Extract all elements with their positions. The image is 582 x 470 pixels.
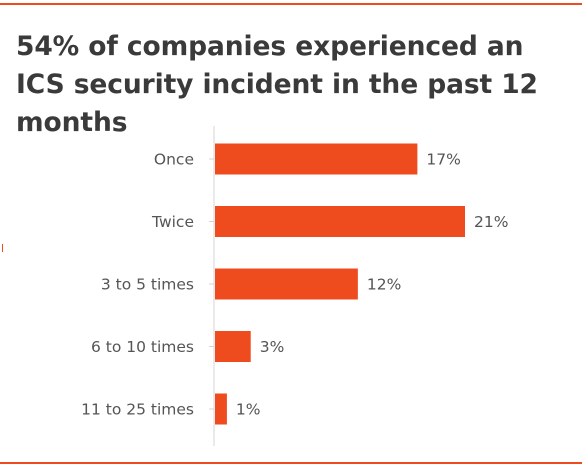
value-label: 1% xyxy=(236,401,261,419)
value-label: 3% xyxy=(260,338,285,356)
category-label: 3 to 5 times xyxy=(101,276,194,294)
bar xyxy=(215,393,227,425)
left-edge-mark xyxy=(2,244,3,252)
value-label: 12% xyxy=(367,276,401,294)
bar xyxy=(215,206,465,237)
value-label: 21% xyxy=(474,213,508,231)
value-label: 17% xyxy=(426,151,460,169)
bottom-divider xyxy=(0,462,582,464)
category-label: 11 to 25 times xyxy=(81,401,194,419)
chart-title: 54% of companies experienced an ICS secu… xyxy=(16,31,538,138)
top-divider xyxy=(0,3,582,5)
bar xyxy=(215,268,358,300)
category-label: 6 to 10 times xyxy=(91,338,194,356)
bar xyxy=(215,143,418,175)
category-label: Twice xyxy=(151,213,194,231)
category-label: Once xyxy=(154,151,194,169)
bar xyxy=(215,331,251,362)
